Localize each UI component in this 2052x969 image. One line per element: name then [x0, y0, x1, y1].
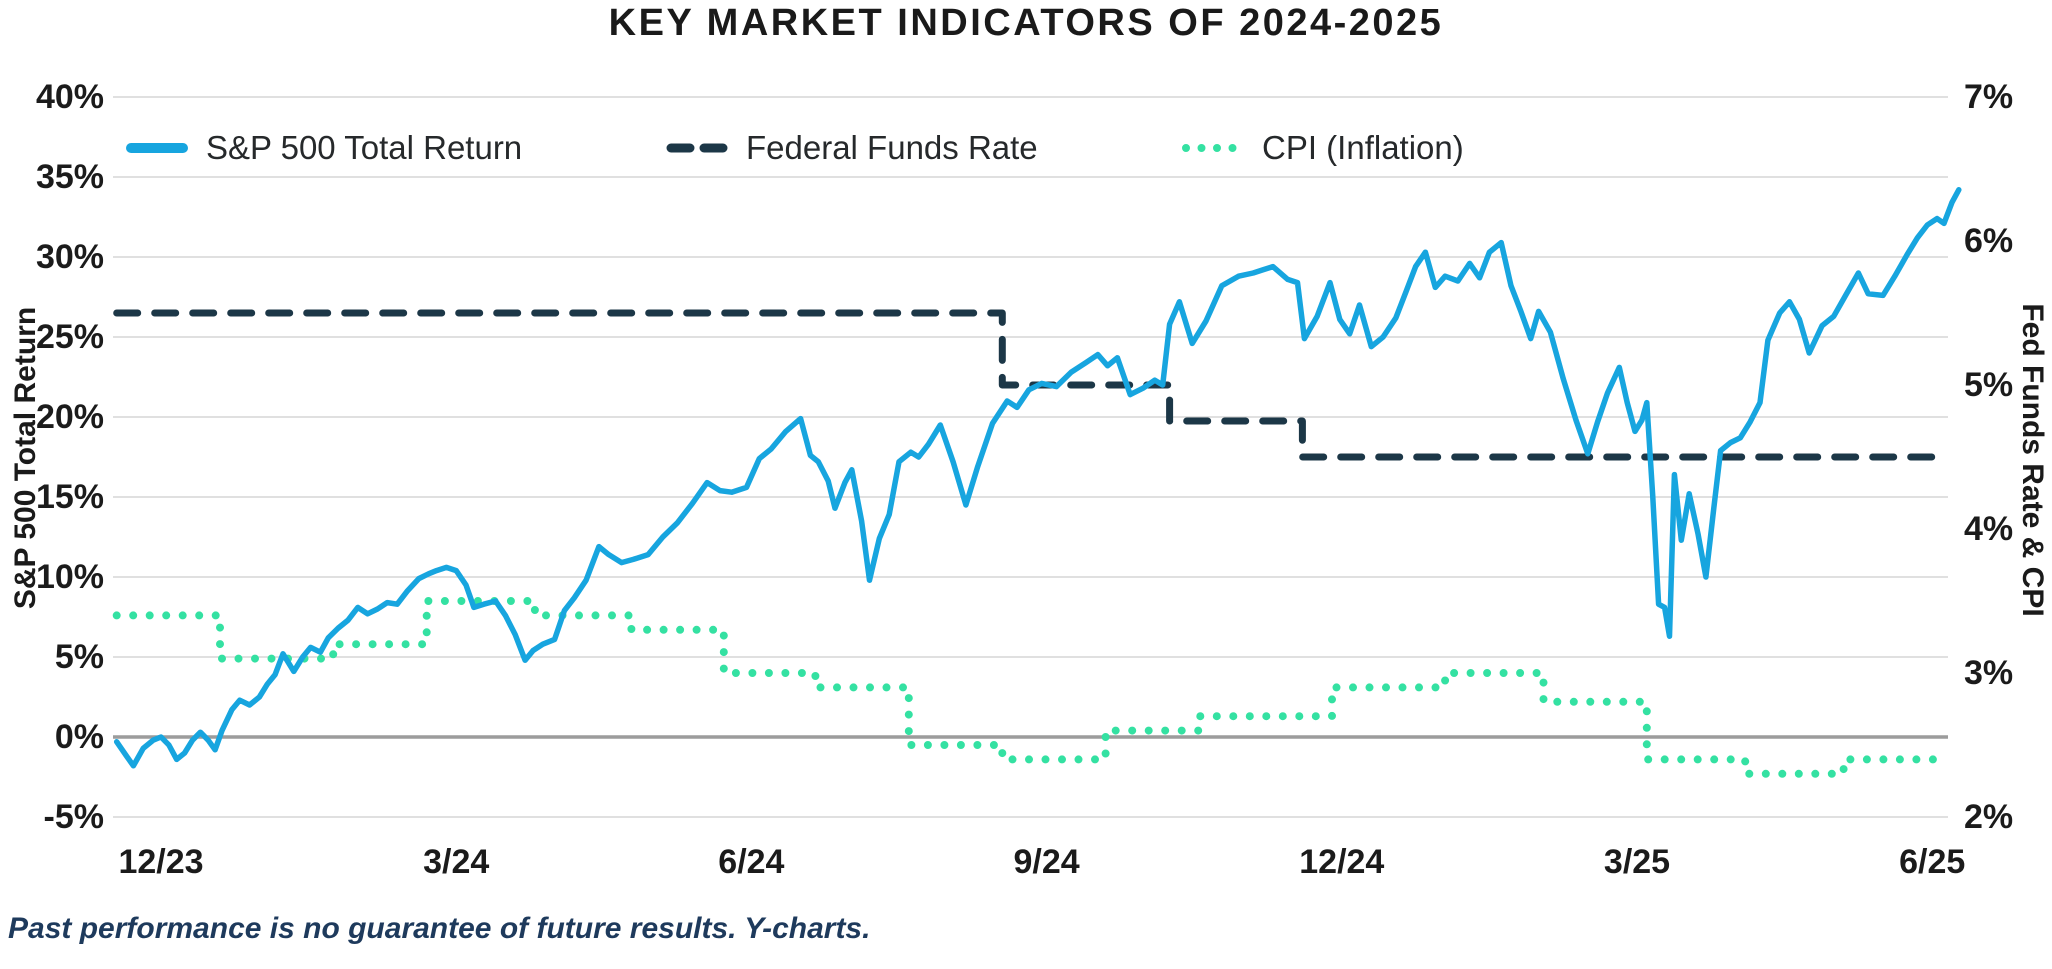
y-left-tick-label: 15%	[35, 478, 104, 516]
y-left-tick-label: 10%	[35, 558, 104, 596]
x-axis-tick-label: 3/24	[423, 843, 490, 881]
cpi-line	[112, 597, 1952, 778]
chart-title: KEY MARKET INDICATORS OF 2024-2025	[608, 2, 1444, 44]
x-axis-tick-label: 3/25	[1603, 843, 1671, 881]
legend-item-cpi: CPI (Inflation)	[1180, 128, 1464, 168]
fed-funds-line	[113, 309, 1952, 461]
legend-item-fed-funds: Federal Funds Rate	[666, 128, 1038, 168]
fed-funds-dash-swatch-icon	[666, 143, 728, 153]
y-left-tick-label: -5%	[43, 798, 104, 836]
legend-label-fed-funds: Federal Funds Rate	[746, 129, 1038, 166]
y-axis-left-title: S&P 500 Total Return	[9, 306, 42, 610]
x-axis-tick-label: 12/24	[1299, 843, 1385, 881]
x-axis-tick-label: 9/24	[1013, 843, 1080, 881]
x-axis-tick-label: 12/23	[118, 843, 204, 881]
y-left-tick-label: 0%	[54, 718, 104, 756]
legend-item-sp500: S&P 500 Total Return	[126, 128, 522, 168]
x-axis-tick-label: 6/24	[718, 843, 785, 881]
y-left-tick-label: 30%	[35, 238, 104, 276]
legend-label-sp500: S&P 500 Total Return	[206, 129, 523, 166]
y-right-tick-label: 6%	[1964, 222, 2014, 260]
cpi-dots-swatch-icon	[1182, 144, 1242, 152]
y-right-tick-label: 7%	[1964, 78, 2014, 116]
y-left-tick-label: 40%	[35, 78, 104, 116]
x-axis-tick-label: 6/25	[1899, 843, 1966, 881]
y-left-tick-label: 5%	[54, 638, 104, 676]
legend-label-cpi: CPI (Inflation)	[1262, 129, 1464, 166]
y-right-tick-label: 5%	[1964, 366, 2014, 404]
y-left-tick-label: 35%	[35, 158, 104, 196]
y-right-tick-label: 4%	[1964, 510, 2014, 548]
y-right-tick-label: 3%	[1964, 654, 2014, 692]
footer-disclaimer: Past performance is no guarantee of futu…	[8, 912, 871, 945]
sp500-line	[113, 187, 1962, 769]
y-left-tick-label: 20%	[35, 398, 104, 436]
y-axis-right-title: Fed Funds Rate & CPI	[2016, 303, 2049, 617]
sp500-line-swatch-icon	[126, 143, 188, 153]
y-right-tick-label: 2%	[1964, 798, 2014, 836]
y-left-tick-label: 25%	[35, 318, 104, 356]
